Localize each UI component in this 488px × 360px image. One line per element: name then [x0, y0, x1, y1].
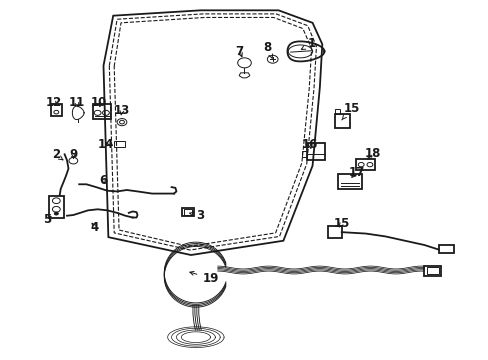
- Text: 15: 15: [341, 102, 359, 120]
- Bar: [51, 104, 61, 116]
- Bar: [114, 141, 124, 147]
- Bar: [182, 208, 194, 216]
- Bar: [184, 209, 192, 215]
- Bar: [334, 114, 350, 128]
- Bar: [334, 109, 339, 114]
- Text: 16: 16: [301, 138, 318, 151]
- Text: 18: 18: [365, 147, 381, 160]
- Bar: [426, 267, 438, 274]
- Text: 2: 2: [52, 148, 63, 162]
- Bar: [306, 143, 325, 160]
- Bar: [49, 196, 63, 217]
- Bar: [337, 174, 362, 189]
- Text: 5: 5: [43, 213, 52, 226]
- Text: 8: 8: [263, 41, 272, 58]
- Text: 7: 7: [235, 45, 243, 58]
- Text: 10: 10: [90, 96, 106, 109]
- Text: 9: 9: [69, 148, 77, 162]
- Bar: [327, 226, 341, 238]
- Text: 17: 17: [347, 166, 364, 179]
- Text: 15: 15: [333, 217, 349, 230]
- Text: 19: 19: [189, 271, 218, 285]
- Text: 12: 12: [46, 96, 62, 109]
- Bar: [93, 104, 111, 119]
- Bar: [438, 246, 453, 253]
- Circle shape: [54, 212, 58, 215]
- Text: 3: 3: [189, 209, 203, 222]
- Bar: [424, 266, 441, 276]
- Text: 6: 6: [99, 174, 107, 186]
- Text: 13: 13: [114, 104, 130, 117]
- Bar: [356, 159, 374, 170]
- Text: 1: 1: [301, 37, 315, 50]
- Text: 4: 4: [90, 221, 99, 234]
- Bar: [301, 151, 306, 157]
- Text: 11: 11: [68, 96, 85, 109]
- Text: 14: 14: [98, 138, 114, 151]
